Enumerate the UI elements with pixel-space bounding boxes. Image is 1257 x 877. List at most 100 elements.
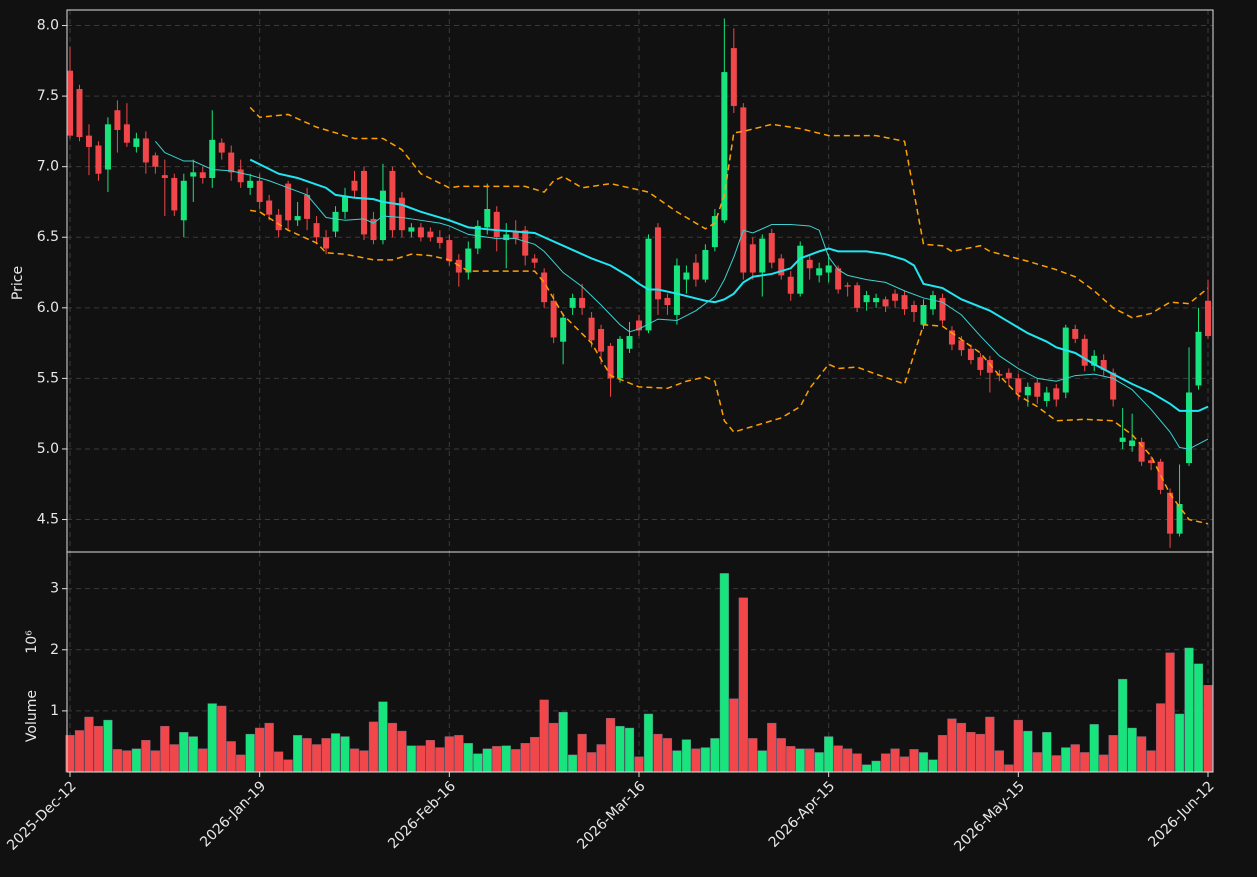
candle-body — [986, 360, 993, 373]
candle-body — [95, 145, 102, 174]
candle-body — [275, 214, 282, 231]
candle-body — [1091, 355, 1098, 366]
volume-bar — [937, 735, 948, 773]
candle-body — [1167, 492, 1174, 534]
candle-body — [588, 317, 595, 341]
candle-body — [199, 172, 206, 178]
volume-bar — [463, 743, 473, 773]
candle-body — [1138, 441, 1145, 462]
volume-bar — [577, 733, 587, 773]
volume-bar — [1080, 752, 1090, 773]
candle-body — [436, 237, 443, 243]
candle-body — [427, 231, 434, 238]
volume-bar — [862, 764, 872, 773]
candle-body — [721, 72, 728, 221]
volume-bar — [1184, 647, 1194, 773]
candle-body — [522, 230, 529, 256]
volume-bar — [662, 738, 673, 773]
candle-body — [692, 262, 699, 280]
candle-body — [493, 211, 500, 238]
candle-body — [778, 258, 785, 276]
overlay-line — [249, 158, 1209, 412]
candle-body — [484, 209, 491, 228]
candle-body — [1195, 331, 1202, 386]
candle-body — [882, 299, 889, 307]
candle-body — [550, 300, 557, 338]
volume-bar — [1108, 735, 1118, 773]
volume-bar — [605, 718, 616, 773]
volume-bar — [359, 750, 369, 773]
volume-bar — [293, 735, 303, 773]
candle-body — [598, 328, 605, 352]
candle-body — [332, 211, 339, 232]
overlay-line — [249, 106, 1209, 319]
candle-body — [503, 234, 510, 241]
volume-bar — [899, 756, 910, 773]
volume-bar — [833, 745, 843, 773]
y-tick-label: 6.0 — [37, 300, 59, 316]
volume-bar — [719, 573, 729, 773]
volume-bar — [843, 748, 853, 773]
volume-bar — [188, 736, 198, 773]
candle-body — [228, 152, 235, 173]
volume-bar — [1051, 755, 1061, 773]
volume-bar — [112, 749, 123, 773]
volume-bar — [586, 752, 597, 773]
candle-body — [920, 304, 927, 325]
volume-bar — [643, 713, 654, 773]
volume-bar — [1070, 744, 1080, 773]
candle-body — [1015, 378, 1022, 393]
volume-bar — [767, 722, 777, 773]
volume-bar — [150, 750, 160, 773]
candle-body — [285, 183, 292, 221]
volume-axis-label: Volume — [24, 690, 40, 742]
candle-body — [474, 225, 481, 249]
y-tick-label: 1 — [50, 703, 59, 719]
y-tick-label: 7.5 — [37, 88, 59, 104]
volume-bar — [710, 738, 720, 773]
candle-body — [67, 70, 73, 136]
volume-bar — [549, 722, 559, 773]
y-tick-label: 3 — [50, 581, 59, 597]
candle-body — [863, 295, 870, 303]
volume-bar — [985, 716, 995, 773]
volume-bar — [207, 703, 217, 773]
volume-bar — [255, 727, 265, 773]
candle-body — [304, 194, 311, 219]
candle-body — [1186, 392, 1193, 464]
candle-body — [977, 357, 984, 370]
volume-bar — [1118, 678, 1128, 773]
candle-body — [740, 107, 747, 273]
candle-body — [370, 218, 377, 241]
overlay-line — [154, 140, 1209, 450]
candle-body — [408, 227, 415, 232]
candle-body — [247, 180, 254, 188]
candle-body — [626, 336, 633, 349]
volume-bar — [776, 738, 786, 773]
candle-body — [342, 196, 349, 212]
candle-body — [560, 317, 567, 342]
volume-bar — [236, 754, 246, 773]
volume-bar — [1004, 764, 1014, 773]
volume-bar — [368, 721, 379, 773]
candle-body — [1110, 372, 1117, 400]
candle-body — [816, 268, 823, 276]
candle-body — [389, 170, 396, 231]
volume-bar — [852, 753, 862, 773]
volume-bar — [738, 597, 748, 773]
volume-bar — [729, 698, 739, 773]
volume-bar — [492, 746, 502, 773]
candle-body — [939, 297, 946, 321]
volume-bar — [321, 738, 331, 773]
candle-body — [541, 272, 548, 303]
volume-bar — [217, 705, 227, 773]
volume-bar — [634, 756, 644, 773]
volume-bar — [909, 749, 919, 773]
candle-body — [948, 330, 955, 345]
volume-bar — [397, 730, 407, 773]
candle-body — [531, 258, 538, 263]
volume-scale-label: 10⁶ — [24, 630, 40, 654]
candle-body — [379, 190, 386, 241]
volume-bar — [596, 744, 606, 773]
candle-body — [711, 216, 718, 248]
